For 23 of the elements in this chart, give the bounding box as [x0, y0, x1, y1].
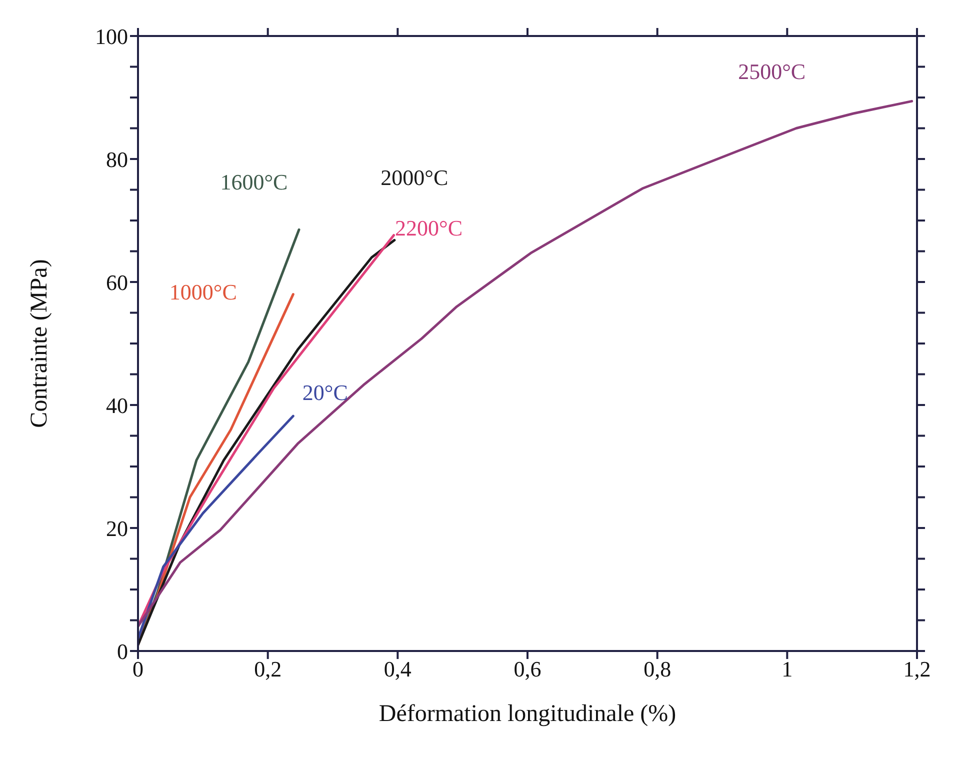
- series-label: 1600°C: [220, 170, 288, 195]
- y-axis-title: Contrainte (MPa): [26, 259, 53, 428]
- x-tick-label: 0,2: [254, 656, 282, 682]
- text: 1000°C: [169, 279, 237, 304]
- x-tick-label: 0: [132, 656, 144, 682]
- series-label: 2200°C: [395, 215, 463, 240]
- y-tick-label: 20: [106, 516, 128, 541]
- line-series: [138, 414, 294, 640]
- y-tick-label: 40: [106, 392, 128, 418]
- x-tick-label: 1: [782, 656, 793, 682]
- text: 2000°C: [380, 165, 448, 190]
- x-tick-label: 0,4: [384, 656, 412, 682]
- x-tick-label: 0,8: [644, 656, 672, 682]
- x-tick-label: 0,6: [514, 656, 542, 682]
- x-axis-title: Déformation longitudinale (%): [378, 701, 676, 727]
- y-tick-label: 0: [117, 638, 128, 664]
- series-label: 20°C: [302, 380, 348, 406]
- line-series: [138, 100, 914, 628]
- y-tick-label: 100: [95, 24, 128, 49]
- y-tick-label: 60: [106, 270, 128, 295]
- series-label: 2500°C: [738, 59, 806, 84]
- y-tick-label: 80: [106, 146, 128, 172]
- x-tick-label: 1,2: [903, 656, 931, 682]
